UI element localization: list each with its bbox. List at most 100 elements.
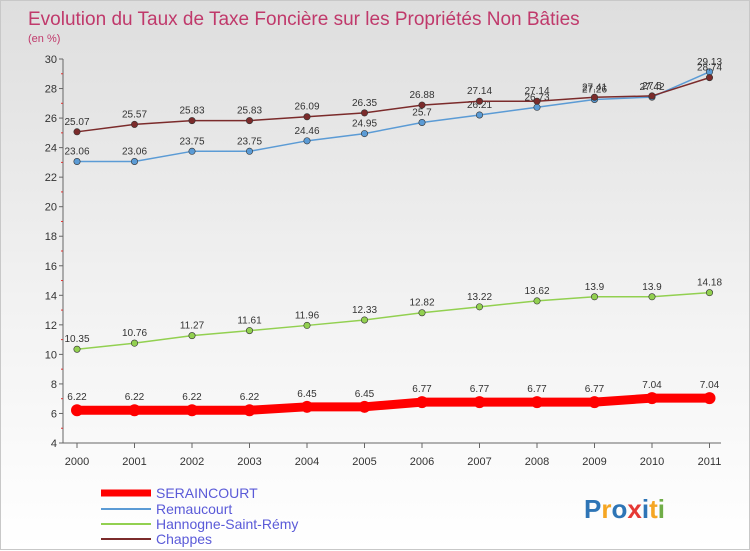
series-line [76, 76, 711, 133]
x-tick-label: 2001 [122, 456, 146, 468]
data-point [588, 396, 601, 409]
series-chappes: 25.07 25.57 25.83 25.83 26.09 26.35 26.88 27.14… [64, 63, 722, 136]
data-point [303, 137, 311, 145]
data-label: 7.04 [642, 380, 662, 391]
axis-ticks: 4 6 8 10 12 14 16 18 20 22 24 26 28 30 2000 2001 2002 200… [45, 54, 722, 468]
data-point [246, 147, 254, 155]
data-point [360, 316, 368, 324]
legend-label: SERAINCOURT [156, 485, 258, 501]
legend-label: Chappes [156, 531, 212, 547]
data-point [188, 332, 196, 340]
series-line [76, 71, 711, 163]
series-line [72, 393, 714, 415]
data-label: 13.9 [585, 282, 605, 293]
data-label: 27.41 [582, 82, 607, 93]
y-tick-label: 12 [45, 320, 57, 332]
data-label: 26.88 [409, 90, 434, 101]
x-tick-label: 2011 [698, 456, 722, 468]
data-label: 25.07 [64, 117, 89, 128]
data-point [418, 101, 426, 109]
data-point [418, 119, 426, 127]
data-point [301, 400, 313, 413]
legend-label: Hannogne-Saint-Rémy [156, 516, 298, 532]
data-label: 6.22 [67, 392, 87, 403]
data-label: 27.14 [467, 86, 492, 97]
data-label: 25.83 [179, 106, 204, 117]
y-tick-label: 8 [51, 379, 57, 391]
data-point [703, 392, 716, 405]
data-point [416, 396, 428, 409]
series-line [76, 291, 711, 350]
data-point [360, 109, 368, 117]
y-tick-label: 10 [45, 349, 57, 361]
y-tick-label: 28 [45, 84, 57, 96]
data-point [590, 293, 598, 301]
data-label: 13.9 [642, 282, 662, 293]
data-label: 23.75 [179, 136, 204, 147]
data-point [475, 97, 483, 105]
y-tick-label: 18 [45, 231, 57, 243]
y-tick-label: 14 [45, 290, 57, 302]
data-label: 26.35 [352, 98, 377, 109]
data-point [648, 92, 656, 100]
data-point [648, 293, 656, 301]
data-point [475, 303, 483, 311]
data-point [533, 97, 541, 105]
data-point [705, 74, 713, 82]
x-tick-label: 2009 [582, 456, 606, 468]
data-label: 6.22 [125, 392, 145, 403]
data-point [73, 128, 81, 136]
x-tick-label: 2005 [352, 456, 376, 468]
data-point [533, 297, 541, 305]
x-tick-label: 2006 [410, 456, 434, 468]
data-point [531, 396, 543, 409]
data-label: 28.74 [697, 63, 722, 74]
data-label: 27.5 [642, 81, 662, 92]
data-label: 24.46 [294, 126, 319, 137]
x-tick-label: 2004 [295, 456, 319, 468]
x-tick-label: 2010 [640, 456, 664, 468]
data-label: 6.77 [470, 384, 490, 395]
y-tick-label: 30 [45, 54, 57, 66]
data-point [243, 404, 256, 417]
data-point [418, 309, 426, 317]
y-tick-label: 24 [45, 143, 57, 155]
data-label: 7.04 [700, 380, 720, 391]
data-label: 10.76 [122, 328, 147, 339]
data-label: 6.22 [182, 392, 202, 403]
data-label: 6.77 [412, 384, 432, 395]
data-label: 29.13 [697, 57, 722, 68]
data-label: 13.22 [467, 292, 492, 303]
x-tick-label: 2002 [180, 456, 204, 468]
data-label: 6.45 [297, 389, 317, 400]
data-point [358, 400, 371, 413]
data-label: 12.33 [352, 305, 377, 316]
y-tick-label: 20 [45, 202, 57, 214]
data-point [360, 130, 368, 138]
data-point [473, 396, 486, 409]
data-label: 11.27 [180, 321, 205, 332]
data-label: 14.18 [697, 278, 722, 289]
data-label: 6.77 [527, 384, 547, 395]
data-label: 6.77 [585, 384, 605, 395]
data-label: 25.57 [122, 109, 147, 120]
logo-text: Proxiti [584, 494, 665, 524]
data-point [590, 93, 598, 101]
data-label: 11.61 [237, 316, 262, 327]
chart-title: Evolution du Taux de Taxe Foncière sur l… [28, 9, 580, 30]
x-tick-label: 2007 [467, 456, 491, 468]
series-seraincourt: 6.22 6.22 6.22 6.22 6.45 6.45 6.77 6.77 6.77 6.77… [67, 380, 720, 417]
data-point [188, 147, 196, 155]
data-label: 6.22 [240, 392, 260, 403]
data-label: 24.95 [352, 119, 377, 130]
proxiti-logo: Proxiti [584, 494, 665, 524]
series-hannogne-saint-r-my: 10.35 10.76 11.27 11.61 11.96 12.33 12.82 13.22… [64, 278, 722, 353]
y-tick-label: 26 [45, 113, 57, 125]
y-tick-label: 6 [51, 408, 57, 420]
data-label: 23.06 [64, 146, 89, 157]
data-point [475, 111, 483, 119]
data-point [186, 404, 198, 417]
